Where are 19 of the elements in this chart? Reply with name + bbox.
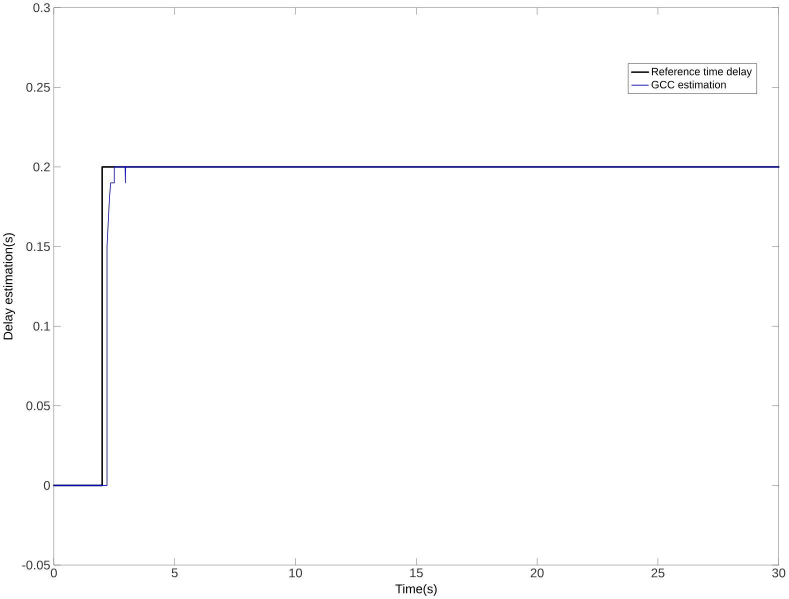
y-tick-label: 0.15 xyxy=(26,242,50,251)
y-tick-label: 0.1 xyxy=(33,322,50,331)
y-tick-label: 0 xyxy=(44,480,50,490)
x-tick-label: 20 xyxy=(530,568,544,578)
y-tick-label: 0.05 xyxy=(26,401,50,410)
y-axis-title: Delay estimation(s) xyxy=(3,233,15,340)
y-tick-label: -0.05 xyxy=(22,560,50,570)
y-tick-label: 0.3 xyxy=(33,3,50,12)
y-tick-label: 0.2 xyxy=(33,162,50,172)
x-axis-title: Time(s) xyxy=(395,584,437,596)
x-tick-label: 0 xyxy=(50,568,57,578)
x-tick-label: 30 xyxy=(772,568,786,578)
x-tick-label: 25 xyxy=(652,568,664,578)
y-tick-label: 0.25 xyxy=(26,82,50,92)
legend-label: GCC estimation xyxy=(652,80,726,88)
x-tick-label: 15 xyxy=(410,568,423,578)
x-tick-label: 5 xyxy=(172,568,178,578)
x-tick-label: 10 xyxy=(289,568,302,578)
legend-label: Reference time delay xyxy=(652,67,752,78)
